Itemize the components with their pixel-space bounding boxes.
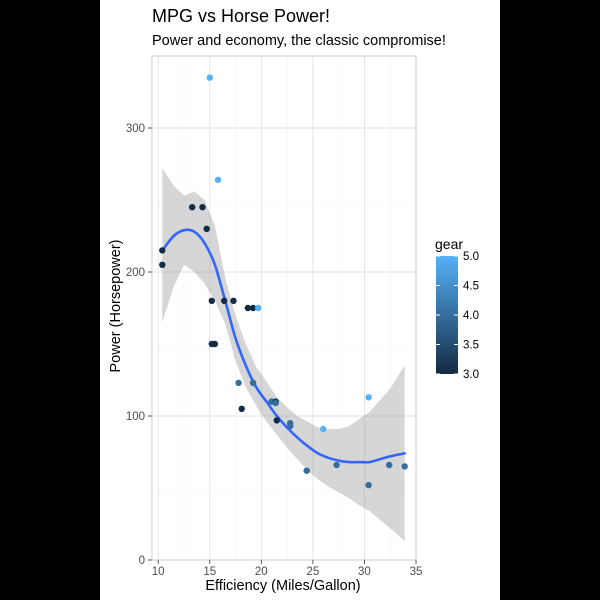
data-point	[221, 297, 228, 304]
x-tick-label: 25	[306, 566, 319, 578]
x-tick-label: 20	[255, 566, 268, 578]
chart-title: MPG vs Horse Power!	[152, 6, 330, 26]
data-point	[320, 425, 327, 433]
data-point	[159, 261, 166, 268]
legend-tick-label: 4.0	[463, 310, 479, 322]
confidence-band	[162, 168, 405, 542]
data-point	[244, 304, 252, 312]
data-point	[189, 204, 196, 211]
x-tick-label: 15	[203, 566, 216, 578]
legend-colorbar: 3.0 3.5 4.0 4.5 5.0	[436, 251, 479, 381]
data-point	[255, 304, 262, 312]
data-point	[208, 297, 215, 304]
data-point	[208, 340, 215, 348]
y-tick-label: 0	[139, 555, 145, 567]
y-tick-label: 200	[126, 267, 145, 279]
data-point	[206, 74, 213, 81]
data-point	[401, 463, 408, 470]
y-tick-label: 100	[126, 411, 145, 423]
legend-tick-label: 3.0	[463, 369, 479, 381]
data-point	[203, 225, 210, 232]
confidence-band-group	[162, 168, 405, 542]
data-points	[159, 74, 408, 489]
chart-subtitle: Power and economy, the classic compromis…	[152, 33, 446, 49]
x-tick-label: 30	[358, 566, 371, 578]
data-point	[214, 176, 222, 183]
x-tick-label: 10	[152, 566, 165, 578]
plot-border	[151, 55, 417, 561]
data-point	[199, 204, 206, 211]
x-axis-label: Efficiency (Miles/Gallon)	[205, 578, 360, 594]
data-point	[272, 399, 279, 407]
legend-tick-label: 4.5	[463, 281, 479, 293]
chart-page: MPG vs Horse Power! Power and economy, t…	[100, 0, 500, 600]
data-point	[235, 379, 242, 387]
y-axis-label: Power (Horsepower)	[108, 240, 124, 373]
data-point	[273, 417, 280, 424]
chart-svg: MPG vs Horse Power! Power and economy, t…	[108, 6, 479, 594]
data-point	[238, 405, 245, 412]
smooth-trend-line	[161, 228, 406, 464]
data-point	[303, 467, 310, 474]
legend: gear 3.0 3.5 4.0 4.5 5.0	[435, 236, 479, 381]
x-tick-label: 35	[410, 566, 423, 578]
data-point	[333, 461, 340, 469]
y-axis: 0 100 200 300	[126, 123, 152, 567]
data-point	[249, 379, 257, 387]
data-point	[365, 394, 372, 401]
y-tick-label: 300	[126, 123, 145, 135]
plot-panel	[152, 56, 416, 560]
x-axis: 10 15 20 25 30 35	[152, 560, 423, 578]
legend-tick-label: 5.0	[463, 251, 479, 263]
data-point	[365, 481, 372, 489]
data-point	[287, 420, 294, 427]
legend-color-bar	[436, 256, 458, 374]
data-point	[159, 247, 166, 254]
data-point	[249, 304, 257, 312]
smooth-line-group	[161, 228, 406, 464]
legend-tick-label: 3.5	[463, 340, 479, 352]
data-point	[230, 297, 237, 304]
plot-area	[151, 55, 417, 561]
data-point	[386, 461, 393, 469]
legend-title: gear	[435, 236, 463, 252]
